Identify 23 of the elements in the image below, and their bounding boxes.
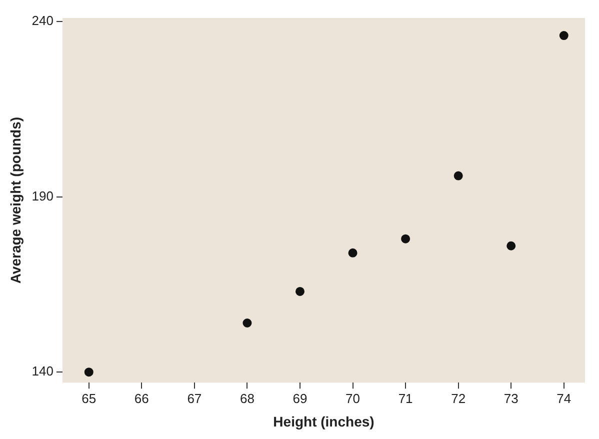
y-tick-label: 190 bbox=[32, 188, 54, 204]
x-tick-label: 71 bbox=[398, 390, 413, 406]
point bbox=[401, 234, 410, 244]
x-tick-label: 68 bbox=[240, 390, 254, 406]
point bbox=[84, 368, 94, 377]
x-tick-label: 67 bbox=[187, 390, 202, 406]
point bbox=[559, 31, 568, 40]
point bbox=[454, 171, 463, 180]
x-axis-title: Height (inches) bbox=[273, 413, 374, 430]
y-axis-title: Average weight (pounds) bbox=[7, 116, 24, 284]
point bbox=[348, 248, 358, 258]
x-tick-label: 72 bbox=[451, 390, 466, 406]
x-tick-label: 70 bbox=[346, 390, 360, 406]
y-tick-label: 140 bbox=[32, 364, 54, 379]
x-tick-label: 73 bbox=[504, 390, 518, 406]
x-tick-label: 65 bbox=[82, 390, 96, 406]
x-tick-label: 74 bbox=[556, 390, 572, 406]
point bbox=[506, 241, 516, 250]
y-tick-label: 240 bbox=[32, 13, 54, 28]
x-tick-label: 66 bbox=[134, 390, 149, 406]
point bbox=[242, 318, 252, 328]
point bbox=[295, 286, 304, 296]
x-tick-label: 69 bbox=[292, 390, 308, 406]
